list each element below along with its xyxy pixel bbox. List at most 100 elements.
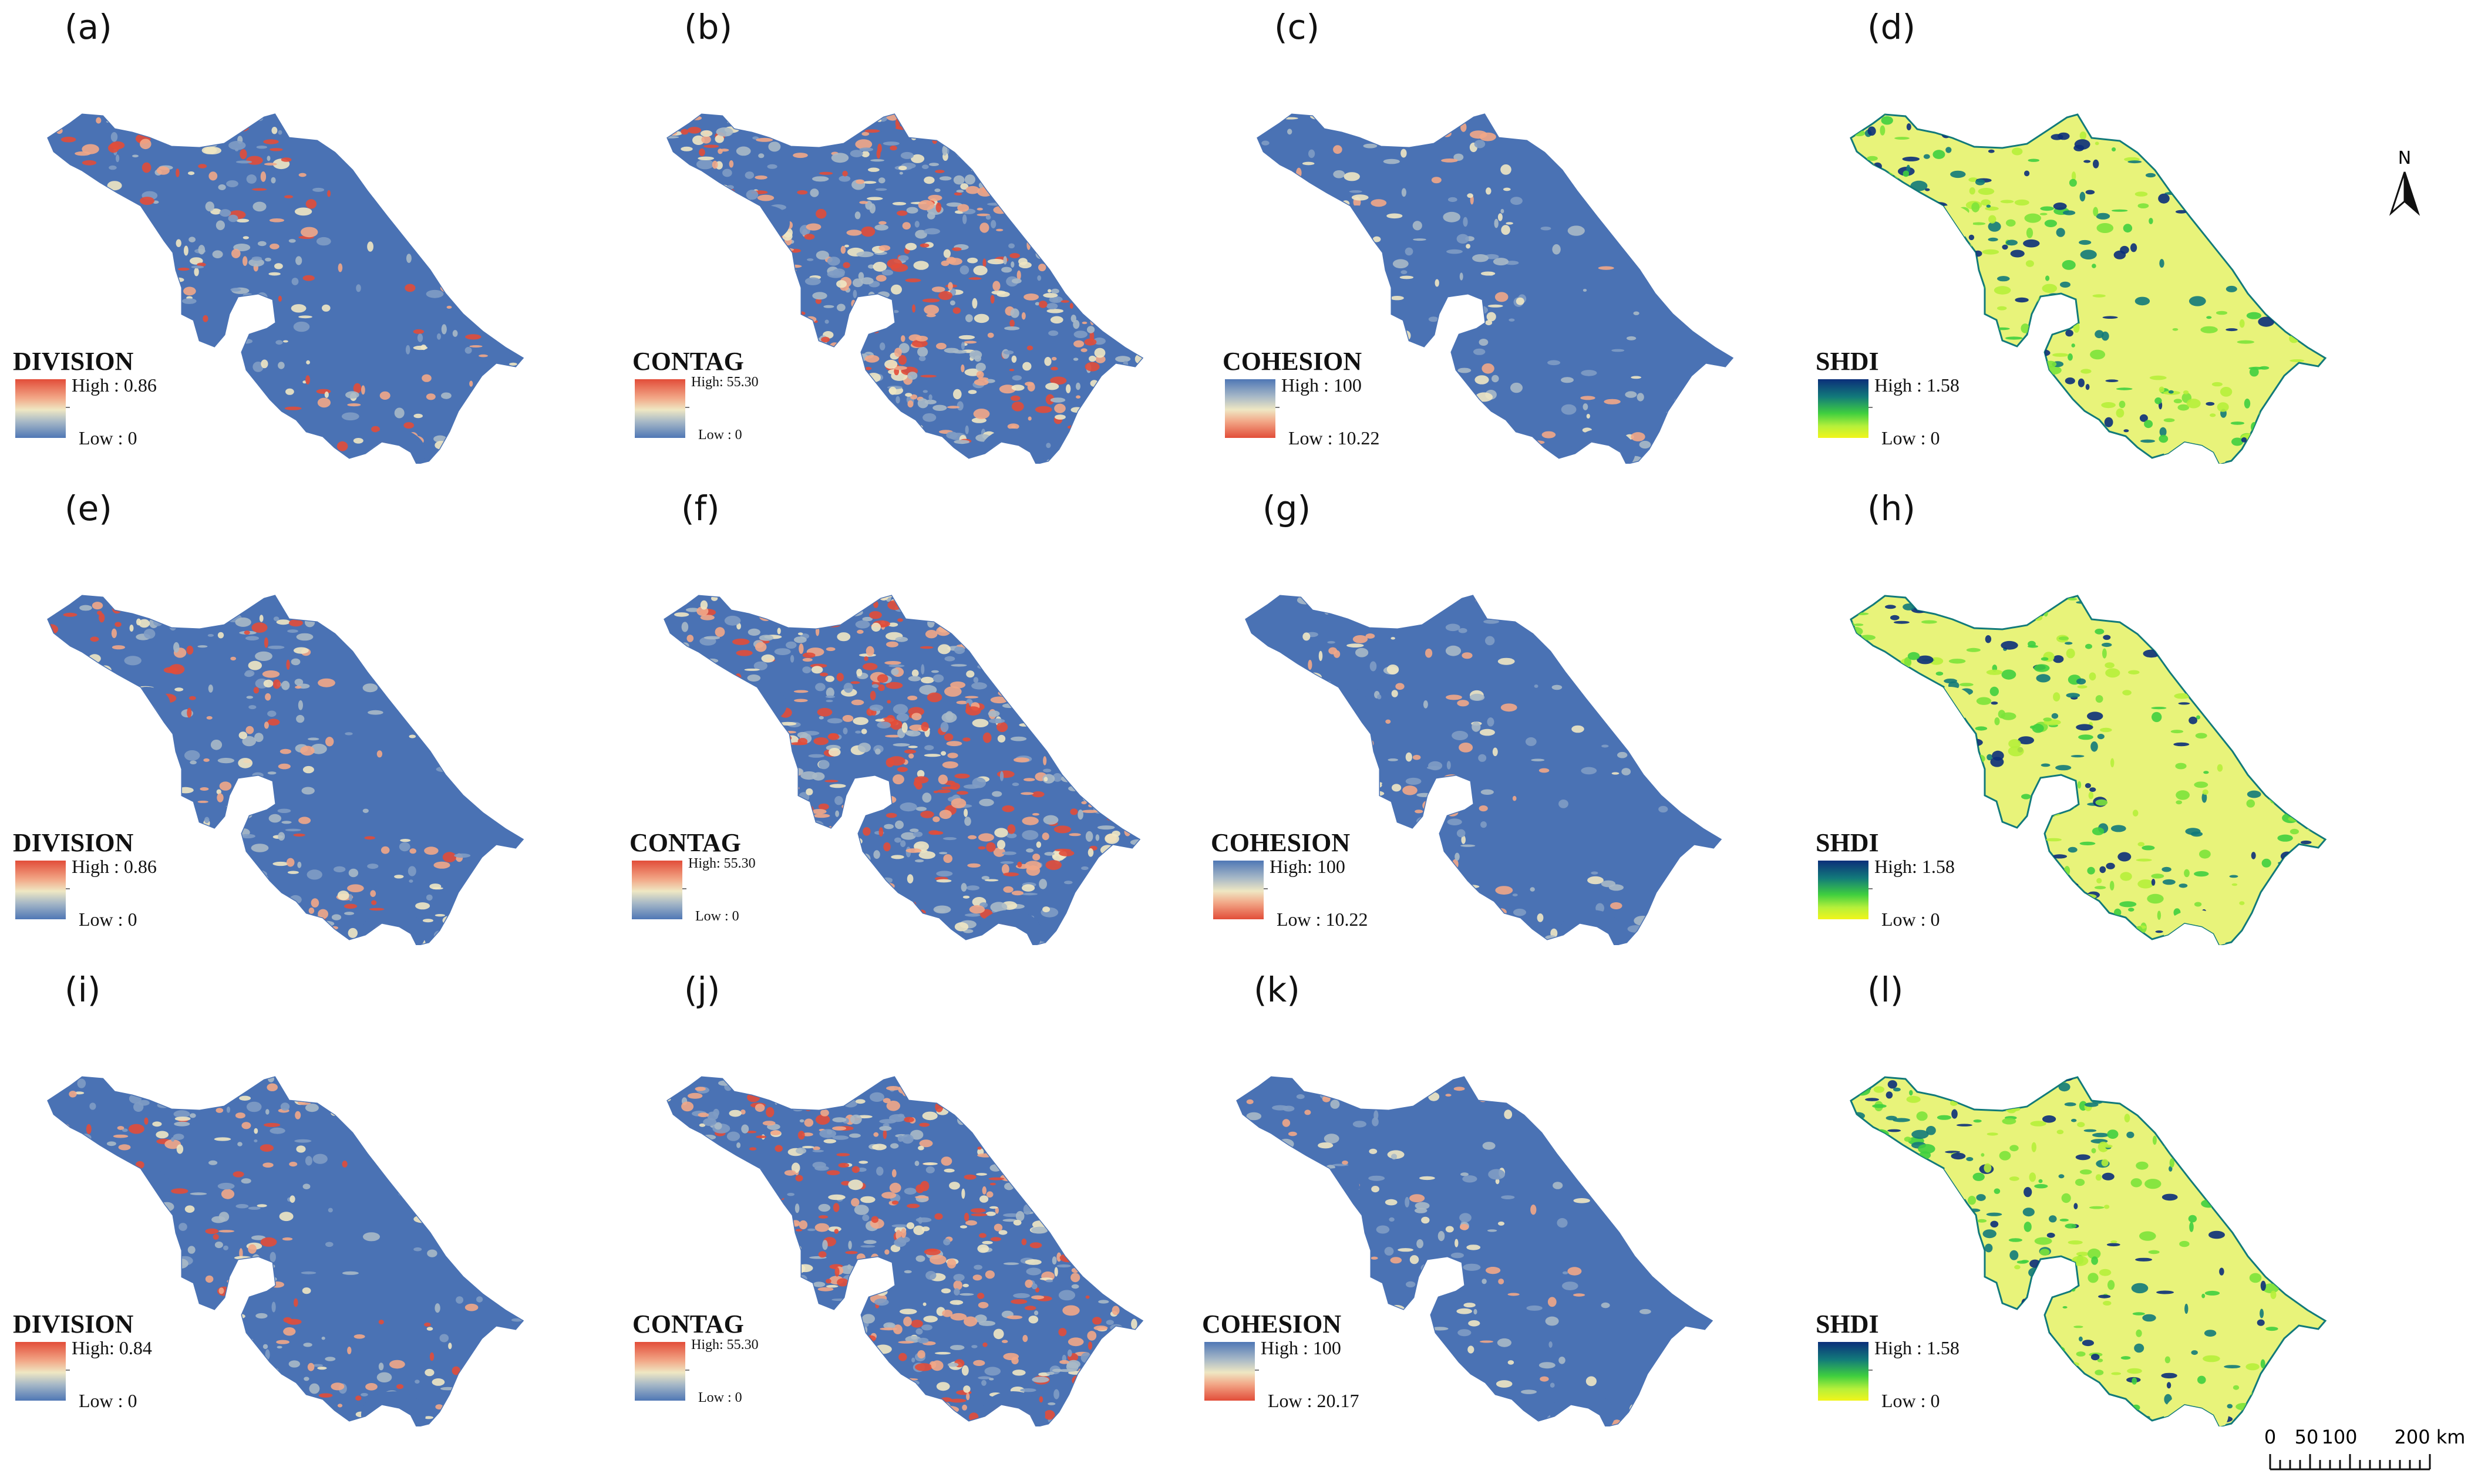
legend-title: CONTAG: [632, 347, 744, 376]
legend-high: High: 100: [1270, 856, 1345, 877]
legend-low: Low : 0: [695, 909, 739, 924]
legend: SHDI High : 1.58 Low : 0: [1816, 346, 2062, 470]
legend: COHESION High : 100 Low : 10.22: [1223, 346, 1469, 470]
legend: DIVISION High: 0.84 Low : 0: [13, 1309, 260, 1432]
panel-g: (g) COHESION High: 100 Low : 10.22: [1204, 481, 1791, 951]
legend: COHESION High : 100 Low : 20.17: [1202, 1309, 1449, 1432]
legend-low: Low : 0: [1881, 1390, 1940, 1411]
panel-label: (g): [1262, 488, 1311, 528]
panel-e: (e) DIVISION High : 0.86 Low : 0: [6, 481, 593, 951]
panel-label: (b): [684, 7, 733, 47]
legend-high: High : 100: [1261, 1337, 1341, 1358]
color-ramp: [1225, 379, 1280, 438]
legend-title: SHDI: [1816, 828, 1879, 857]
legend: SHDI High : 1.58 Low : 0: [1816, 1309, 2062, 1432]
legend-low: Low : 10.22: [1277, 909, 1368, 930]
panel-label: (h): [1867, 488, 1916, 528]
panel-label: (i): [65, 970, 101, 1010]
legend: COHESION High: 100 Low : 10.22: [1211, 828, 1457, 951]
legend-title: DIVISION: [13, 1310, 134, 1338]
panel-a: (a) DIVISION High : 0.86 Low : 0: [6, 0, 593, 470]
color-ramp: [15, 379, 70, 438]
panel-k: (k) COHESION High : 100 Low : 20.17: [1195, 963, 1782, 1432]
panel-l: (l) SHDI High : 1.58 Low : 0: [1809, 963, 2396, 1432]
cohesion-map: [1236, 1076, 1713, 1426]
panel-label: (f): [681, 488, 720, 528]
color-ramp: [15, 1342, 70, 1401]
north-letter: N: [2398, 148, 2411, 168]
panel-label: (e): [65, 488, 112, 528]
shdi-map: [1850, 113, 2327, 464]
color-ramp: [1213, 861, 1268, 919]
legend-low: Low : 0: [698, 1390, 742, 1405]
legend-title: CONTAG: [629, 828, 741, 857]
color-ramp: [635, 379, 689, 438]
legend-title: SHDI: [1816, 1310, 1879, 1338]
contag-map: [666, 113, 1144, 464]
legend-high: High: 0.84: [72, 1337, 152, 1358]
legend-title: COHESION: [1223, 347, 1362, 376]
panel-label: (j): [684, 970, 720, 1010]
color-ramp: [15, 861, 70, 919]
legend-low: Low : 0: [79, 427, 137, 448]
legend-title: CONTAG: [632, 1310, 744, 1338]
color-ramp: [1818, 1342, 1873, 1401]
legend-low: Low : 10.22: [1288, 427, 1380, 448]
panel-h: (h) SHDI High: 1.58 Low : 0: [1809, 481, 2396, 951]
legend-high: High : 100: [1281, 375, 1362, 396]
legend: DIVISION High : 0.86 Low : 0: [13, 828, 260, 951]
contag-map: [666, 1076, 1144, 1426]
legend: CONTAG High: 55.30 Low : 0: [632, 1309, 879, 1432]
legend-low: Low : 20.17: [1268, 1390, 1359, 1411]
panel-c: (c) COHESION High : 100 Low : 10.22: [1216, 0, 1803, 470]
panel-b: (b) CONTAG High: 55.30 Low : 0: [625, 0, 1213, 470]
legend-low: Low : 0: [79, 909, 137, 930]
panel-f: (f) CONTAG High: 55.30 Low : 0: [622, 481, 1210, 951]
panel-label: (d): [1867, 7, 1916, 47]
legend-high: High: 55.30: [691, 375, 759, 390]
scale-label-100: 100: [2321, 1426, 2357, 1448]
color-ramp: [1204, 1342, 1259, 1401]
scale-label-0: 0: [2264, 1426, 2276, 1448]
legend-high: High: 1.58: [1874, 856, 1955, 877]
shdi-map: [1850, 595, 2327, 945]
color-ramp: [1818, 861, 1873, 919]
legend-low: Low : 0: [1881, 909, 1940, 930]
panel-d: (d) SHDI High : 1.58 Low : 0: [1809, 0, 2396, 470]
legend-title: COHESION: [1202, 1310, 1342, 1338]
division-map: [47, 595, 524, 945]
legend-title: DIVISION: [13, 347, 134, 376]
color-ramp: [635, 1342, 689, 1401]
legend-low: Low : 0: [698, 427, 742, 443]
panel-label: (l): [1867, 970, 1904, 1010]
legend: DIVISION High : 0.86 Low : 0: [13, 346, 260, 470]
legend-high: High : 0.86: [72, 375, 157, 396]
legend-high: High: 55.30: [688, 856, 756, 871]
division-map: [47, 113, 524, 464]
scale-bar: 0 50 100 200 km: [2264, 1426, 2466, 1470]
legend: SHDI High: 1.58 Low : 0: [1816, 828, 2062, 951]
legend-title: DIVISION: [13, 828, 134, 857]
scale-label-50: 50: [2295, 1426, 2319, 1448]
panel-j: (j) CONTAG High: 55.30 Low : 0: [625, 963, 1213, 1432]
legend-high: High : 1.58: [1874, 375, 1959, 396]
panel-label: (c): [1274, 7, 1320, 47]
legend-high: High : 1.58: [1874, 1337, 1959, 1358]
legend-low: Low : 0: [1881, 427, 1940, 448]
north-arrow-icon: N: [2389, 148, 2420, 216]
panel-label: (a): [65, 7, 112, 47]
cohesion-map: [1245, 595, 1722, 945]
legend-high: High: 55.30: [691, 1337, 759, 1353]
cohesion-map: [1257, 113, 1734, 464]
color-ramp: [1818, 379, 1873, 438]
legend-title: COHESION: [1211, 828, 1351, 857]
panel-label: (k): [1254, 970, 1300, 1010]
contag-map: [664, 595, 1141, 945]
legend: CONTAG High: 55.30 Low : 0: [629, 828, 876, 951]
legend-low: Low : 0: [79, 1390, 137, 1411]
scale-label-200: 200 km: [2395, 1426, 2466, 1448]
shdi-map: [1850, 1076, 2327, 1426]
color-ramp: [632, 861, 686, 919]
legend: CONTAG High: 55.30 Low : 0: [632, 346, 879, 470]
panel-i: (i) DIVISION High: 0.84 Low : 0: [6, 963, 593, 1432]
